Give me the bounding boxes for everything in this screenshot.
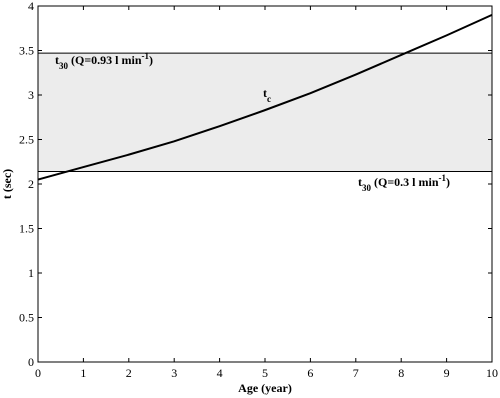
y-tick-label: 0 — [28, 355, 34, 369]
annotation: t30 (Q=0.3 l min-1) — [358, 173, 450, 193]
annotation-part: t — [358, 175, 362, 189]
annotation-part: -1 — [439, 173, 447, 183]
x-axis-label: Age (year) — [238, 381, 292, 395]
annotation-part: c — [267, 94, 271, 104]
y-tick-label: 0.5 — [19, 311, 34, 325]
annotation-part: (Q=0.3 l min — [371, 175, 439, 189]
x-tick-label: 3 — [171, 366, 177, 380]
x-tick-label: 8 — [398, 366, 404, 380]
x-tick-label: 10 — [486, 366, 498, 380]
x-tick-label: 0 — [35, 366, 41, 380]
x-tick-label: 5 — [262, 366, 268, 380]
annotation-part: 30 — [362, 183, 372, 193]
x-tick-label: 9 — [444, 366, 450, 380]
x-tick-label: 7 — [353, 366, 359, 380]
annotation-part: 30 — [59, 61, 69, 71]
y-axis-label: t (sec) — [0, 169, 14, 199]
annotation-part: (Q=0.93 l min — [68, 53, 142, 67]
x-tick-label: 2 — [126, 366, 132, 380]
y-tick-label: 1 — [28, 266, 34, 280]
annotation-part: t — [263, 86, 267, 100]
annotation: t30 (Q=0.93 l min-1) — [55, 51, 153, 71]
data-line — [37, 13, 493, 181]
shaded-band — [38, 53, 492, 172]
x-tick-label: 1 — [80, 366, 86, 380]
annotation-part: t — [55, 53, 59, 67]
y-tick-label: 2 — [28, 177, 34, 191]
annotation-part: ) — [446, 175, 450, 189]
plot-frame — [37, 5, 493, 363]
x-tick-label: 6 — [307, 366, 313, 380]
x-tick-label: 4 — [217, 366, 223, 380]
annotation: tc — [263, 86, 271, 104]
y-tick-label: 1.5 — [19, 222, 34, 236]
annotation-part: -1 — [142, 51, 150, 61]
annotation-part: ) — [149, 53, 153, 67]
y-tick-label: 4 — [28, 0, 34, 13]
y-tick-label: 3 — [28, 88, 34, 102]
y-tick-label: 3.5 — [19, 44, 34, 58]
y-tick-label: 2.5 — [19, 133, 34, 147]
